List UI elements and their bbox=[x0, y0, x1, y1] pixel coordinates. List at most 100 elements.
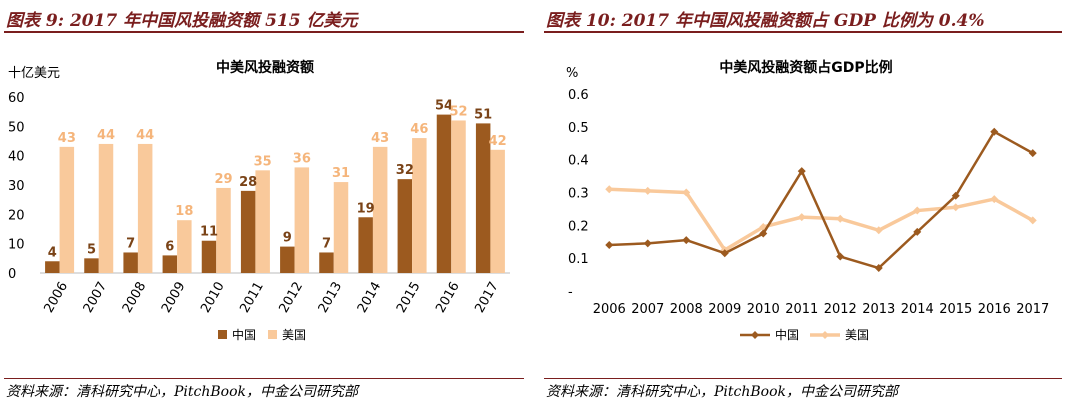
data-label-usa: 44 bbox=[136, 128, 154, 143]
y-tick-label: 0 bbox=[8, 267, 16, 282]
x-tick-label: 2016 bbox=[978, 302, 1011, 317]
marker-china bbox=[605, 241, 614, 250]
marker-usa bbox=[951, 203, 960, 212]
bar-china bbox=[358, 217, 373, 273]
legend-label-china: 中国 bbox=[232, 327, 256, 342]
marker-china bbox=[759, 229, 768, 238]
marker-usa bbox=[643, 186, 652, 195]
data-label-usa: 43 bbox=[58, 131, 76, 146]
x-tick-label: 2013 bbox=[862, 302, 895, 317]
data-label-usa: 42 bbox=[489, 134, 507, 149]
data-label-china: 19 bbox=[357, 201, 375, 216]
data-label-usa: 43 bbox=[371, 131, 389, 146]
marker-china bbox=[797, 167, 806, 176]
marker-usa bbox=[874, 226, 883, 235]
data-label-china: 6 bbox=[165, 239, 174, 254]
marker-china bbox=[720, 249, 729, 258]
marker-usa bbox=[605, 185, 614, 194]
y-tick-label: 40 bbox=[8, 150, 25, 165]
marker-china bbox=[643, 239, 652, 248]
left-source-note: 资料来源：清科研究中心，PitchBook，中金公司研究部 bbox=[6, 384, 359, 400]
data-label-china: 7 bbox=[126, 236, 135, 251]
x-tick-label: 2009 bbox=[708, 302, 741, 317]
marker-china bbox=[874, 264, 883, 273]
bar-china bbox=[123, 252, 138, 273]
bar-usa bbox=[490, 149, 505, 273]
legend-swatch-usa bbox=[268, 330, 277, 339]
x-tick-label: 2012 bbox=[824, 302, 857, 317]
bar-usa bbox=[98, 143, 114, 273]
data-label-china: 9 bbox=[283, 231, 292, 246]
x-tick-label: 2007 bbox=[631, 302, 664, 317]
data-label-china: 11 bbox=[200, 225, 218, 240]
right-title-rule bbox=[544, 31, 1062, 33]
bar-chart: 中美风投融资额十亿美元01020304050604432006544200774… bbox=[8, 59, 510, 342]
bar-usa bbox=[372, 146, 388, 273]
bar-china bbox=[397, 179, 413, 273]
data-label-china: 4 bbox=[48, 245, 57, 260]
y-tick-label: 60 bbox=[8, 91, 25, 106]
legend-swatch-china bbox=[218, 330, 227, 339]
line-chart-y-axis-label: % bbox=[566, 66, 578, 81]
bar-chart-title: 中美风投融资额 bbox=[216, 59, 314, 76]
right-source-rule bbox=[544, 378, 1062, 379]
bar-china bbox=[280, 246, 295, 273]
data-label-usa: 46 bbox=[410, 122, 428, 137]
marker-china bbox=[836, 252, 845, 261]
bar-usa bbox=[59, 146, 75, 273]
series-line-china bbox=[609, 130, 1034, 270]
data-label-china: 54 bbox=[435, 99, 453, 114]
data-label-china: 28 bbox=[239, 175, 257, 190]
data-label-china: 51 bbox=[474, 107, 492, 122]
bar-usa bbox=[255, 170, 270, 273]
marker-china bbox=[1028, 149, 1037, 158]
series-line-usa bbox=[609, 187, 1034, 252]
x-tick-label: 2017 bbox=[1016, 302, 1049, 317]
legend-marker-china bbox=[751, 331, 759, 339]
x-tick-label: 2010 bbox=[747, 302, 780, 317]
data-label-usa: 29 bbox=[214, 172, 232, 187]
data-label-usa: 31 bbox=[332, 166, 350, 181]
bar-usa bbox=[294, 167, 310, 273]
y-tick-label: 20 bbox=[8, 208, 25, 223]
right-panel-title: 图表 10: 2017 年中国风投融资额占 GDP 比例为 0.4% bbox=[546, 11, 985, 31]
bar-usa bbox=[451, 120, 466, 273]
marker-china bbox=[990, 127, 999, 136]
y-tick-label: 10 bbox=[8, 238, 25, 253]
data-label-usa: 52 bbox=[449, 104, 467, 119]
y-tick-label: 0.3 bbox=[568, 187, 589, 202]
bar-usa bbox=[333, 182, 349, 273]
marker-usa bbox=[682, 188, 691, 197]
x-tick-label: 2015 bbox=[939, 302, 972, 317]
bar-china bbox=[475, 123, 491, 274]
legend-label-usa: 美国 bbox=[282, 328, 306, 342]
y-tick-label: 0.6 bbox=[568, 88, 589, 103]
legend-label-usa: 美国 bbox=[845, 328, 869, 342]
y-tick-label: 0.2 bbox=[568, 219, 589, 234]
data-label-usa: 18 bbox=[175, 204, 193, 219]
y-tick-label: 30 bbox=[8, 179, 25, 194]
x-tick-label: 2006 bbox=[593, 302, 626, 317]
marker-china bbox=[913, 227, 922, 236]
marker-china bbox=[682, 236, 691, 245]
data-label-usa: 36 bbox=[293, 151, 311, 166]
left-source-rule bbox=[4, 378, 524, 379]
right-source-note: 资料来源：清科研究中心，PitchBook，中金公司研究部 bbox=[546, 384, 899, 400]
y-tick-label: 50 bbox=[8, 120, 25, 135]
left-title-rule bbox=[4, 31, 524, 33]
legend-label-china: 中国 bbox=[775, 327, 799, 342]
data-label-china: 7 bbox=[322, 236, 331, 251]
data-label-usa: 35 bbox=[254, 154, 272, 169]
data-label-china: 32 bbox=[396, 163, 414, 178]
bar-chart-y-axis-label: 十亿美元 bbox=[8, 66, 60, 81]
legend-marker-usa bbox=[821, 331, 829, 339]
y-tick-label: 0.4 bbox=[568, 154, 589, 169]
marker-china bbox=[951, 191, 960, 200]
bar-usa bbox=[137, 143, 153, 273]
bar-china bbox=[84, 258, 99, 273]
data-label-usa: 44 bbox=[97, 128, 115, 143]
bar-usa bbox=[216, 187, 231, 273]
line-chart-title: 中美风投融资额占GDP比例 bbox=[719, 59, 892, 76]
line-chart: 中美风投融资额占GDP比例% - 0.1 0.2 0.3 0.4 0.5 0.6 2006 200… bbox=[566, 59, 1049, 342]
x-tick-label: 2011 bbox=[785, 302, 818, 317]
